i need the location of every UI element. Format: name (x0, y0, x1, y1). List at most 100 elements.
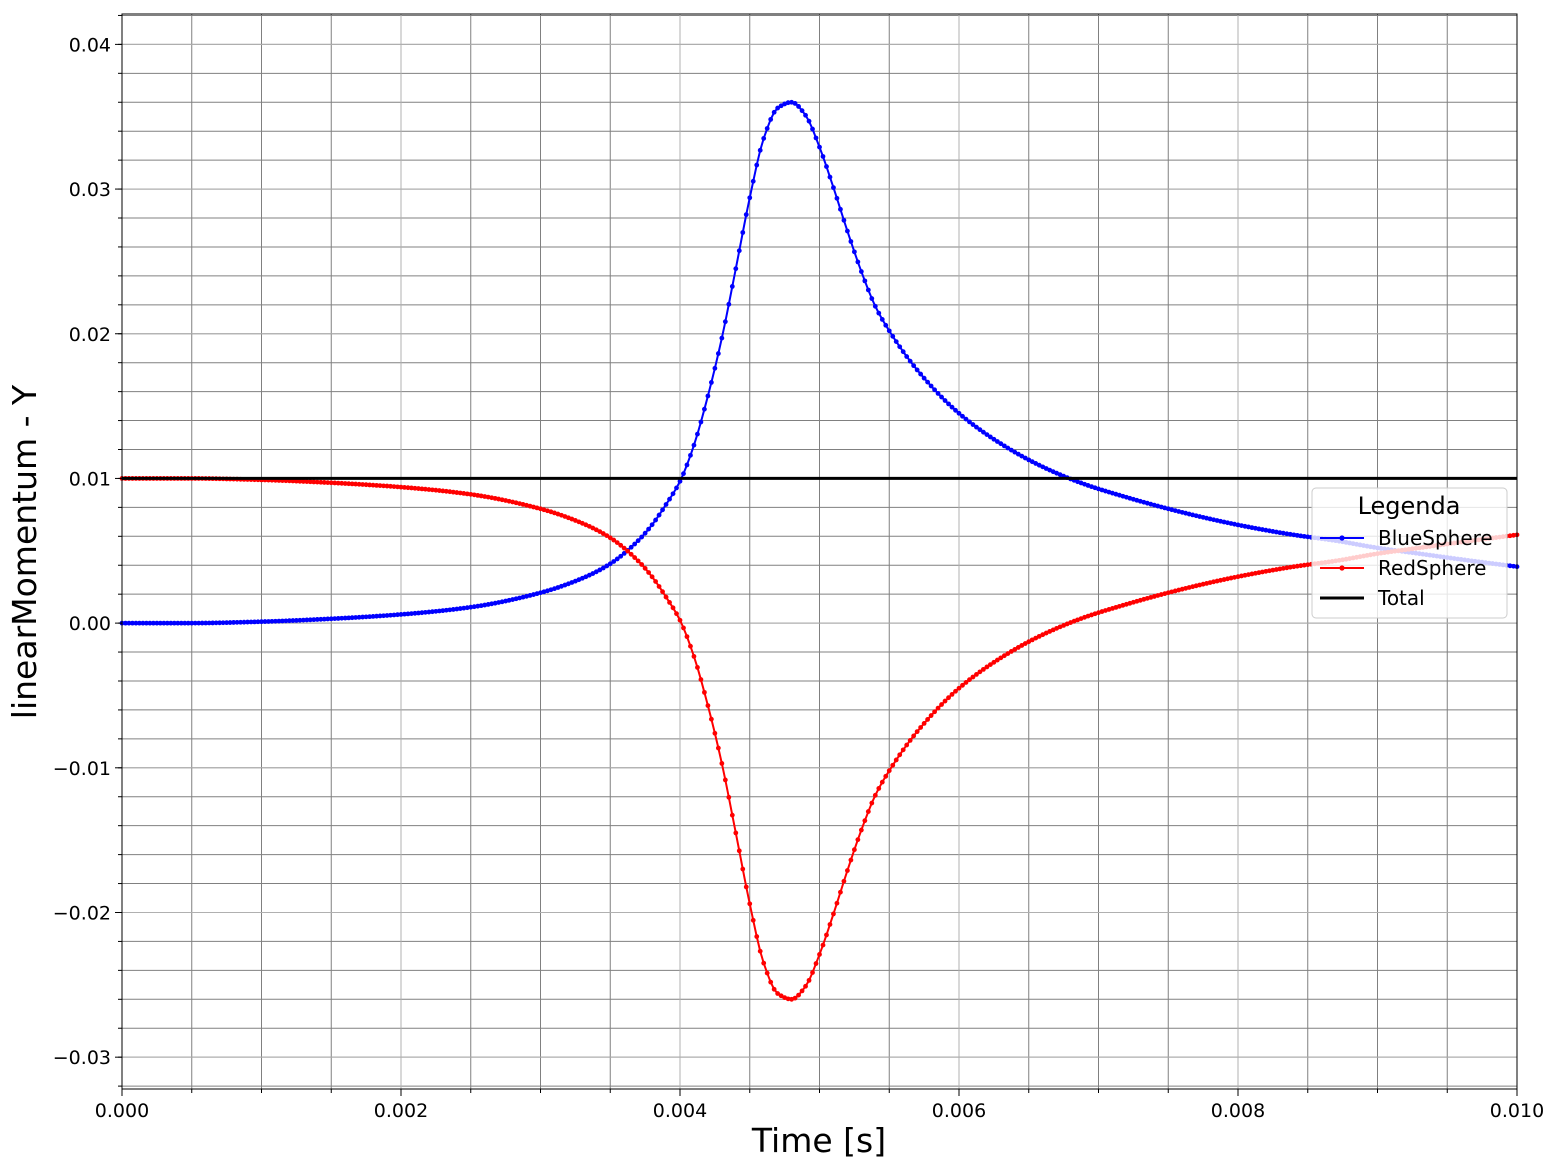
data-point-redsphere (670, 605, 676, 611)
data-point-redsphere (443, 488, 449, 494)
data-point-bluesphere (757, 147, 763, 153)
data-point-bluesphere (928, 383, 934, 389)
data-point-bluesphere (443, 607, 449, 613)
data-point-bluesphere (960, 413, 965, 419)
data-point-redsphere (440, 488, 446, 494)
data-point-redsphere (824, 932, 829, 938)
data-point-redsphere (998, 655, 1004, 661)
data-point-bluesphere (604, 563, 610, 569)
data-point-bluesphere (824, 164, 829, 169)
data-point-bluesphere (370, 614, 376, 619)
y-axis-title: linearMomentum - Y (5, 384, 44, 719)
data-point-bluesphere (412, 610, 418, 616)
data-point-redsphere (708, 716, 714, 722)
data-point-redsphere (879, 779, 885, 785)
data-point-bluesphere (199, 620, 205, 626)
data-point-redsphere (642, 565, 648, 571)
data-point-bluesphere (956, 410, 962, 416)
data-point-redsphere (820, 942, 826, 948)
data-point-bluesphere (1298, 533, 1304, 539)
data-point-bluesphere (632, 541, 638, 547)
data-point-bluesphere (213, 620, 219, 626)
data-point-bluesphere (416, 610, 421, 616)
data-point-bluesphere (921, 375, 927, 381)
data-point-bluesphere (740, 230, 746, 235)
data-point-bluesphere (238, 619, 243, 625)
data-point-redsphere (391, 484, 397, 489)
data-point-redsphere (939, 702, 944, 707)
data-point-bluesphere (1015, 451, 1021, 457)
data-point-redsphere (611, 537, 617, 543)
data-point-bluesphere (670, 491, 676, 497)
data-point-bluesphere (611, 559, 617, 564)
data-point-redsphere (402, 484, 407, 490)
data-point-redsphere (660, 589, 665, 595)
data-point-redsphere (803, 983, 808, 989)
data-point-bluesphere (890, 333, 896, 339)
data-point-bluesphere (729, 284, 735, 289)
data-point-bluesphere (900, 349, 906, 355)
data-point-bluesphere (970, 422, 976, 427)
data-point-bluesphere (210, 620, 216, 626)
data-point-redsphere (632, 555, 638, 560)
data-point-redsphere (813, 961, 819, 966)
data-point-redsphere (346, 481, 352, 487)
data-point-bluesphere (402, 611, 407, 617)
data-point-redsphere (332, 480, 338, 486)
data-point-redsphere (356, 481, 362, 487)
data-point-redsphere (960, 682, 965, 688)
data-point-redsphere (715, 745, 721, 751)
data-point-bluesphere (893, 339, 899, 344)
data-point-bluesphere (388, 612, 393, 618)
data-point-redsphere (904, 742, 910, 748)
data-point-bluesphere (799, 108, 805, 114)
data-point-bluesphere (733, 266, 739, 272)
data-point-redsphere (293, 478, 299, 484)
data-point-redsphere (761, 960, 767, 966)
y-tick-label: 0.03 (69, 179, 111, 201)
data-point-bluesphere (600, 565, 606, 571)
series-bluesphere (119, 99, 1520, 626)
data-point-bluesphere (332, 616, 338, 621)
data-point-redsphere (946, 695, 951, 701)
data-point-bluesphere (1001, 443, 1007, 449)
data-point-bluesphere (639, 534, 645, 540)
data-point-bluesphere (768, 117, 774, 122)
data-point-redsphere (423, 486, 428, 492)
data-point-bluesphere (810, 126, 815, 132)
legend-title: Legenda (1358, 492, 1461, 520)
data-point-bluesphere (803, 112, 808, 118)
data-point-bluesphere (708, 380, 714, 385)
data-point-bluesphere (457, 606, 463, 611)
data-point-bluesphere (147, 620, 153, 626)
data-point-bluesphere (349, 615, 355, 621)
data-point-bluesphere (628, 544, 634, 550)
data-point-redsphere (925, 717, 931, 722)
data-point-bluesphere (743, 212, 749, 218)
data-point-bluesphere (879, 317, 885, 322)
data-point-redsphere (907, 737, 913, 743)
data-point-bluesphere (886, 328, 892, 334)
data-point-bluesphere (785, 100, 791, 106)
data-point-redsphere (747, 901, 753, 907)
data-point-bluesphere (1005, 445, 1011, 451)
data-point-bluesphere (192, 620, 198, 626)
data-point-bluesphere (914, 367, 920, 373)
data-point-redsphere (928, 713, 934, 718)
data-point-redsphere (817, 952, 822, 957)
data-point-bluesphere (911, 363, 917, 369)
data-point-bluesphere (719, 335, 725, 341)
data-point-bluesphere (405, 611, 411, 617)
data-point-bluesphere (635, 538, 641, 544)
data-point-bluesphere (736, 248, 742, 254)
data-point-redsphere (834, 900, 840, 906)
data-point-bluesphere (942, 398, 948, 403)
legend-marker-redsphere (1339, 565, 1345, 571)
data-point-redsphere (416, 486, 421, 491)
data-point-bluesphere (702, 406, 707, 412)
data-point-redsphere (981, 666, 986, 672)
data-point-redsphere (300, 479, 306, 484)
data-point-bluesphere (161, 620, 167, 626)
data-point-redsphere (429, 487, 435, 493)
